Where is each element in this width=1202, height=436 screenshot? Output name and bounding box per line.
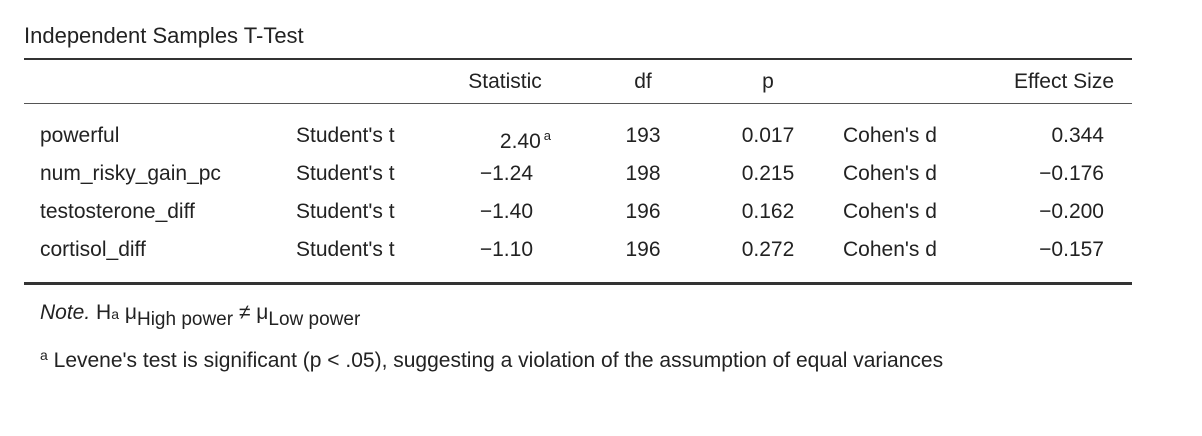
- cell-statistic: −1.40: [413, 200, 533, 224]
- mu: μ: [124, 301, 137, 324]
- cell-effect-measure: Cohen's d: [843, 162, 937, 185]
- cell-effect-size: −0.200: [1039, 200, 1104, 223]
- cell-test: Student's t: [296, 124, 395, 147]
- header-rule: [24, 103, 1132, 104]
- cell-statistic: −1.24: [413, 162, 533, 186]
- hypothesis: H: [96, 301, 112, 324]
- mu: μ: [256, 301, 269, 324]
- cell-effect-measure: Cohen's d: [843, 238, 937, 261]
- column-header: Effect Size: [1014, 70, 1114, 93]
- cell-p: 0.215: [741, 162, 795, 185]
- group: High power: [136, 309, 234, 330]
- statistic: −1.10: [479, 238, 533, 261]
- cell-df: 198: [625, 162, 661, 185]
- cell-p: 0.162: [741, 200, 795, 223]
- cell-p: 0.272: [741, 238, 795, 261]
- footnote-marker: a: [543, 128, 551, 143]
- note-label: Note.: [40, 301, 91, 324]
- not-equal: ≠: [238, 301, 251, 324]
- cell-effect-size: 0.344: [1051, 124, 1104, 147]
- column-header: df: [634, 70, 652, 93]
- note: Note. Ha μHigh power ≠ μLow power: [40, 298, 360, 335]
- cell-statistic: 2.40 a: [431, 124, 551, 154]
- cell-effect-measure: Cohen's d: [843, 124, 937, 147]
- statistic: −1.24: [479, 162, 533, 185]
- top-rule: [24, 58, 1132, 60]
- statistic: −1.40: [479, 200, 533, 223]
- cell-p: 0.017: [741, 124, 795, 147]
- cell-statistic: −1.10: [413, 238, 533, 262]
- cell-df: 196: [625, 200, 661, 223]
- cell-test: Student's t: [296, 200, 395, 223]
- footnote-marker: a: [40, 347, 48, 363]
- cell-effect-size: −0.157: [1039, 238, 1104, 261]
- cell-effect-measure: Cohen's d: [843, 200, 937, 223]
- statistic: 2.40: [499, 130, 541, 153]
- cell-df: 196: [625, 238, 661, 261]
- group: Low power: [268, 309, 361, 330]
- column-header: p: [762, 70, 774, 93]
- cell-variable: testosterone_diff: [40, 200, 195, 223]
- table-title: Independent Samples T-Test: [24, 23, 304, 48]
- cell-variable: powerful: [40, 124, 120, 147]
- footnote-text: Levene's test is significant (p < .05), …: [53, 349, 944, 372]
- cell-test: Student's t: [296, 162, 395, 185]
- column-header: Statistic: [468, 70, 542, 93]
- hypothesis-sub: a: [111, 306, 120, 322]
- footnote: a Levene's test is significant (p < .05)…: [40, 340, 1040, 376]
- cell-effect-size: −0.176: [1039, 162, 1104, 185]
- cell-variable: num_risky_gain_pc: [40, 162, 221, 185]
- cell-test: Student's t: [296, 238, 395, 261]
- bottom-rule: [24, 282, 1132, 285]
- cell-variable: cortisol_diff: [40, 238, 146, 261]
- cell-df: 193: [625, 124, 661, 147]
